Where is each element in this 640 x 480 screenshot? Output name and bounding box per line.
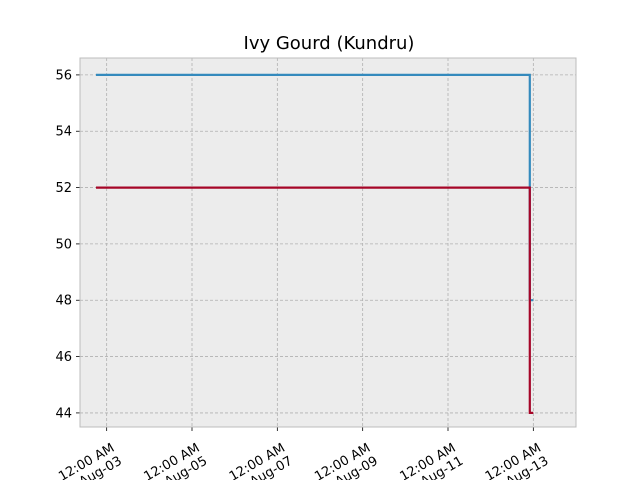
- y-axis-ticks: 44 46 48 50 52 54 56: [55, 68, 80, 421]
- y-tick-label: 46: [55, 350, 72, 365]
- series-line-2: [96, 186, 534, 414]
- y-tick-label: 56: [55, 68, 72, 83]
- plot-area: [80, 58, 576, 427]
- chart-title: Ivy Gourd (Kundru): [244, 33, 415, 54]
- y-tick-label: 44: [55, 406, 72, 421]
- series-layer: [96, 73, 534, 414]
- plot-frame: [79, 57, 577, 428]
- y-tick-label: 48: [55, 294, 72, 309]
- y-tick-label: 52: [55, 181, 72, 196]
- y-tick-label: 50: [55, 237, 72, 252]
- y-tick-label: 54: [55, 125, 72, 140]
